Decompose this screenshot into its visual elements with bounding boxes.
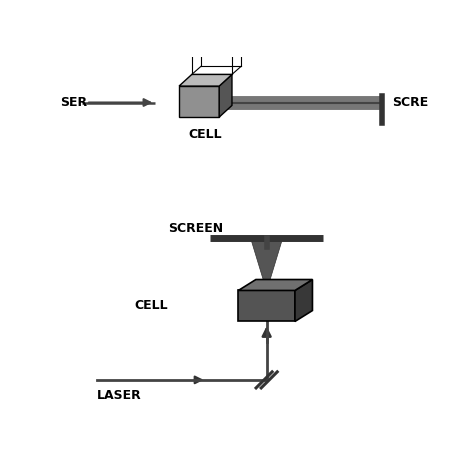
Bar: [238, 291, 295, 321]
Polygon shape: [238, 280, 312, 291]
Bar: [179, 86, 219, 117]
Polygon shape: [251, 240, 282, 282]
Polygon shape: [219, 74, 232, 117]
Polygon shape: [295, 280, 312, 321]
Text: CELL: CELL: [189, 128, 222, 141]
Text: CELL: CELL: [135, 300, 168, 312]
Text: SCRE: SCRE: [392, 96, 429, 109]
Text: SCREEN: SCREEN: [168, 222, 223, 235]
Polygon shape: [179, 74, 232, 86]
Text: SER: SER: [61, 96, 88, 109]
Text: LASER: LASER: [97, 389, 142, 402]
